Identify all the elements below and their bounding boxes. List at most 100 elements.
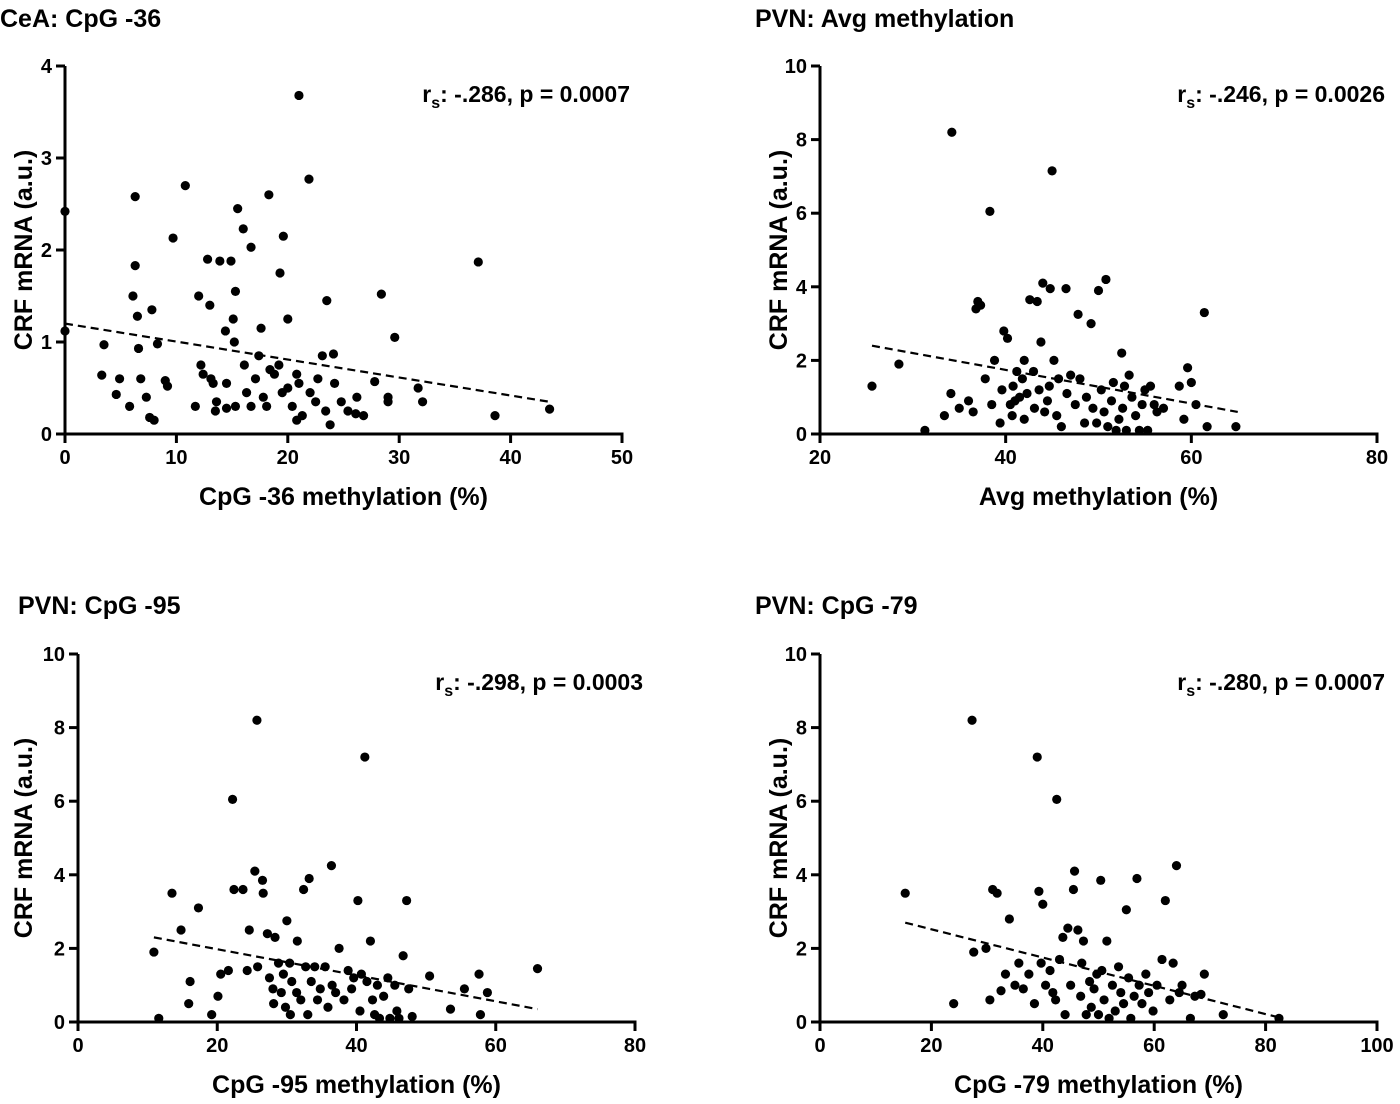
data-point (190, 401, 200, 411)
y-tick-label: 8 (796, 130, 807, 152)
data-point (246, 242, 256, 252)
data-point (407, 1011, 417, 1022)
data-point (372, 980, 382, 990)
x-tick-label: 40 (1032, 1035, 1054, 1057)
y-tick-label: 6 (54, 791, 65, 813)
data-point (996, 986, 1006, 996)
data-point (1131, 411, 1141, 421)
data-point (1183, 363, 1193, 373)
data-point (383, 397, 393, 407)
data-point (1019, 355, 1029, 365)
data-point (1199, 307, 1209, 318)
x-axis-label: Avg methylation (%) (979, 483, 1218, 511)
y-tick-label: 4 (796, 865, 808, 887)
data-point (168, 233, 178, 243)
y-axis-label: CRF mRNA (a.u.) (10, 738, 38, 938)
data-point (207, 1010, 217, 1020)
x-tick-label: 30 (388, 447, 410, 469)
data-point (1102, 936, 1112, 946)
data-point (242, 965, 252, 976)
data-point (1008, 381, 1018, 391)
data-point (1066, 370, 1076, 380)
data-point (402, 895, 412, 906)
data-point (1096, 385, 1106, 395)
x-tick-label: 10 (165, 447, 187, 469)
data-point (60, 326, 70, 336)
data-point (270, 932, 280, 942)
data-point (1076, 991, 1086, 1001)
data-point (238, 224, 248, 234)
data-point (147, 305, 157, 315)
data-point (1060, 1010, 1070, 1020)
data-point (1079, 418, 1090, 428)
data-point (1099, 407, 1109, 417)
data-point (417, 397, 428, 407)
data-point (1097, 965, 1107, 976)
data-point (347, 984, 357, 994)
data-point (894, 359, 904, 369)
data-point (1040, 407, 1050, 417)
data-point (473, 257, 483, 267)
data-point (1123, 973, 1134, 983)
data-point (370, 376, 380, 387)
y-tick-label: 10 (43, 644, 65, 666)
data-point (985, 995, 995, 1005)
data-point (1202, 422, 1212, 432)
data-point (1014, 958, 1024, 968)
data-point (343, 406, 353, 416)
data-point (1066, 980, 1076, 990)
x-axis-label: CpG -36 methylation (%) (199, 483, 488, 511)
x-tick-label: 0 (72, 1035, 83, 1057)
data-point (1124, 370, 1134, 380)
scatter-panel-3: PVN: CpG -95 0 20 40 60 80 0 2 4 6 8 10 CpG -95 meth… (10, 592, 646, 1099)
correlation-annotation: rs: -.246, p = 0.0026 (1177, 81, 1385, 112)
data-point (379, 991, 389, 1001)
data-point (294, 90, 304, 101)
data-point (292, 369, 302, 379)
data-point (1231, 422, 1241, 432)
data-point (326, 861, 337, 871)
data-point (213, 991, 223, 1001)
data-point (152, 339, 163, 349)
data-point (1081, 1010, 1091, 1020)
data-point (264, 190, 274, 200)
data-point (1143, 425, 1153, 435)
y-tick-label: 8 (54, 718, 65, 740)
data-point (1056, 422, 1066, 432)
data-point (325, 420, 335, 430)
data-point (60, 206, 70, 216)
data-point (1019, 414, 1029, 424)
data-point (304, 174, 314, 184)
data-point (963, 396, 974, 406)
data-point (220, 326, 231, 336)
data-point (404, 984, 414, 994)
data-point (246, 401, 256, 411)
data-point (1086, 1002, 1096, 1012)
data-point (1168, 958, 1178, 968)
data-point (1014, 392, 1025, 402)
x-tick-label: 80 (1366, 447, 1388, 469)
data-point (256, 323, 266, 333)
x-tick-label: 40 (995, 447, 1017, 469)
data-point (989, 355, 1000, 365)
data-point (1144, 987, 1154, 998)
data-point (303, 1010, 313, 1020)
data-point (1092, 418, 1102, 428)
correlation-annotation: rs: -.280, p = 0.0007 (1177, 669, 1385, 700)
data-point (313, 374, 323, 384)
x-tick-label: 60 (485, 1035, 507, 1057)
x-tick-label: 80 (1254, 1035, 1276, 1057)
data-point (292, 936, 302, 946)
data-point (301, 962, 311, 972)
data-point (1106, 396, 1117, 406)
x-tick-label: 60 (1180, 447, 1202, 469)
data-point (1025, 295, 1035, 305)
data-point (250, 374, 261, 384)
data-point (241, 388, 252, 398)
data-point (1110, 1006, 1120, 1016)
data-point (230, 286, 241, 296)
data-point (1068, 884, 1079, 895)
data-point (1129, 991, 1139, 1001)
data-point (367, 995, 378, 1005)
data-point (229, 884, 239, 895)
